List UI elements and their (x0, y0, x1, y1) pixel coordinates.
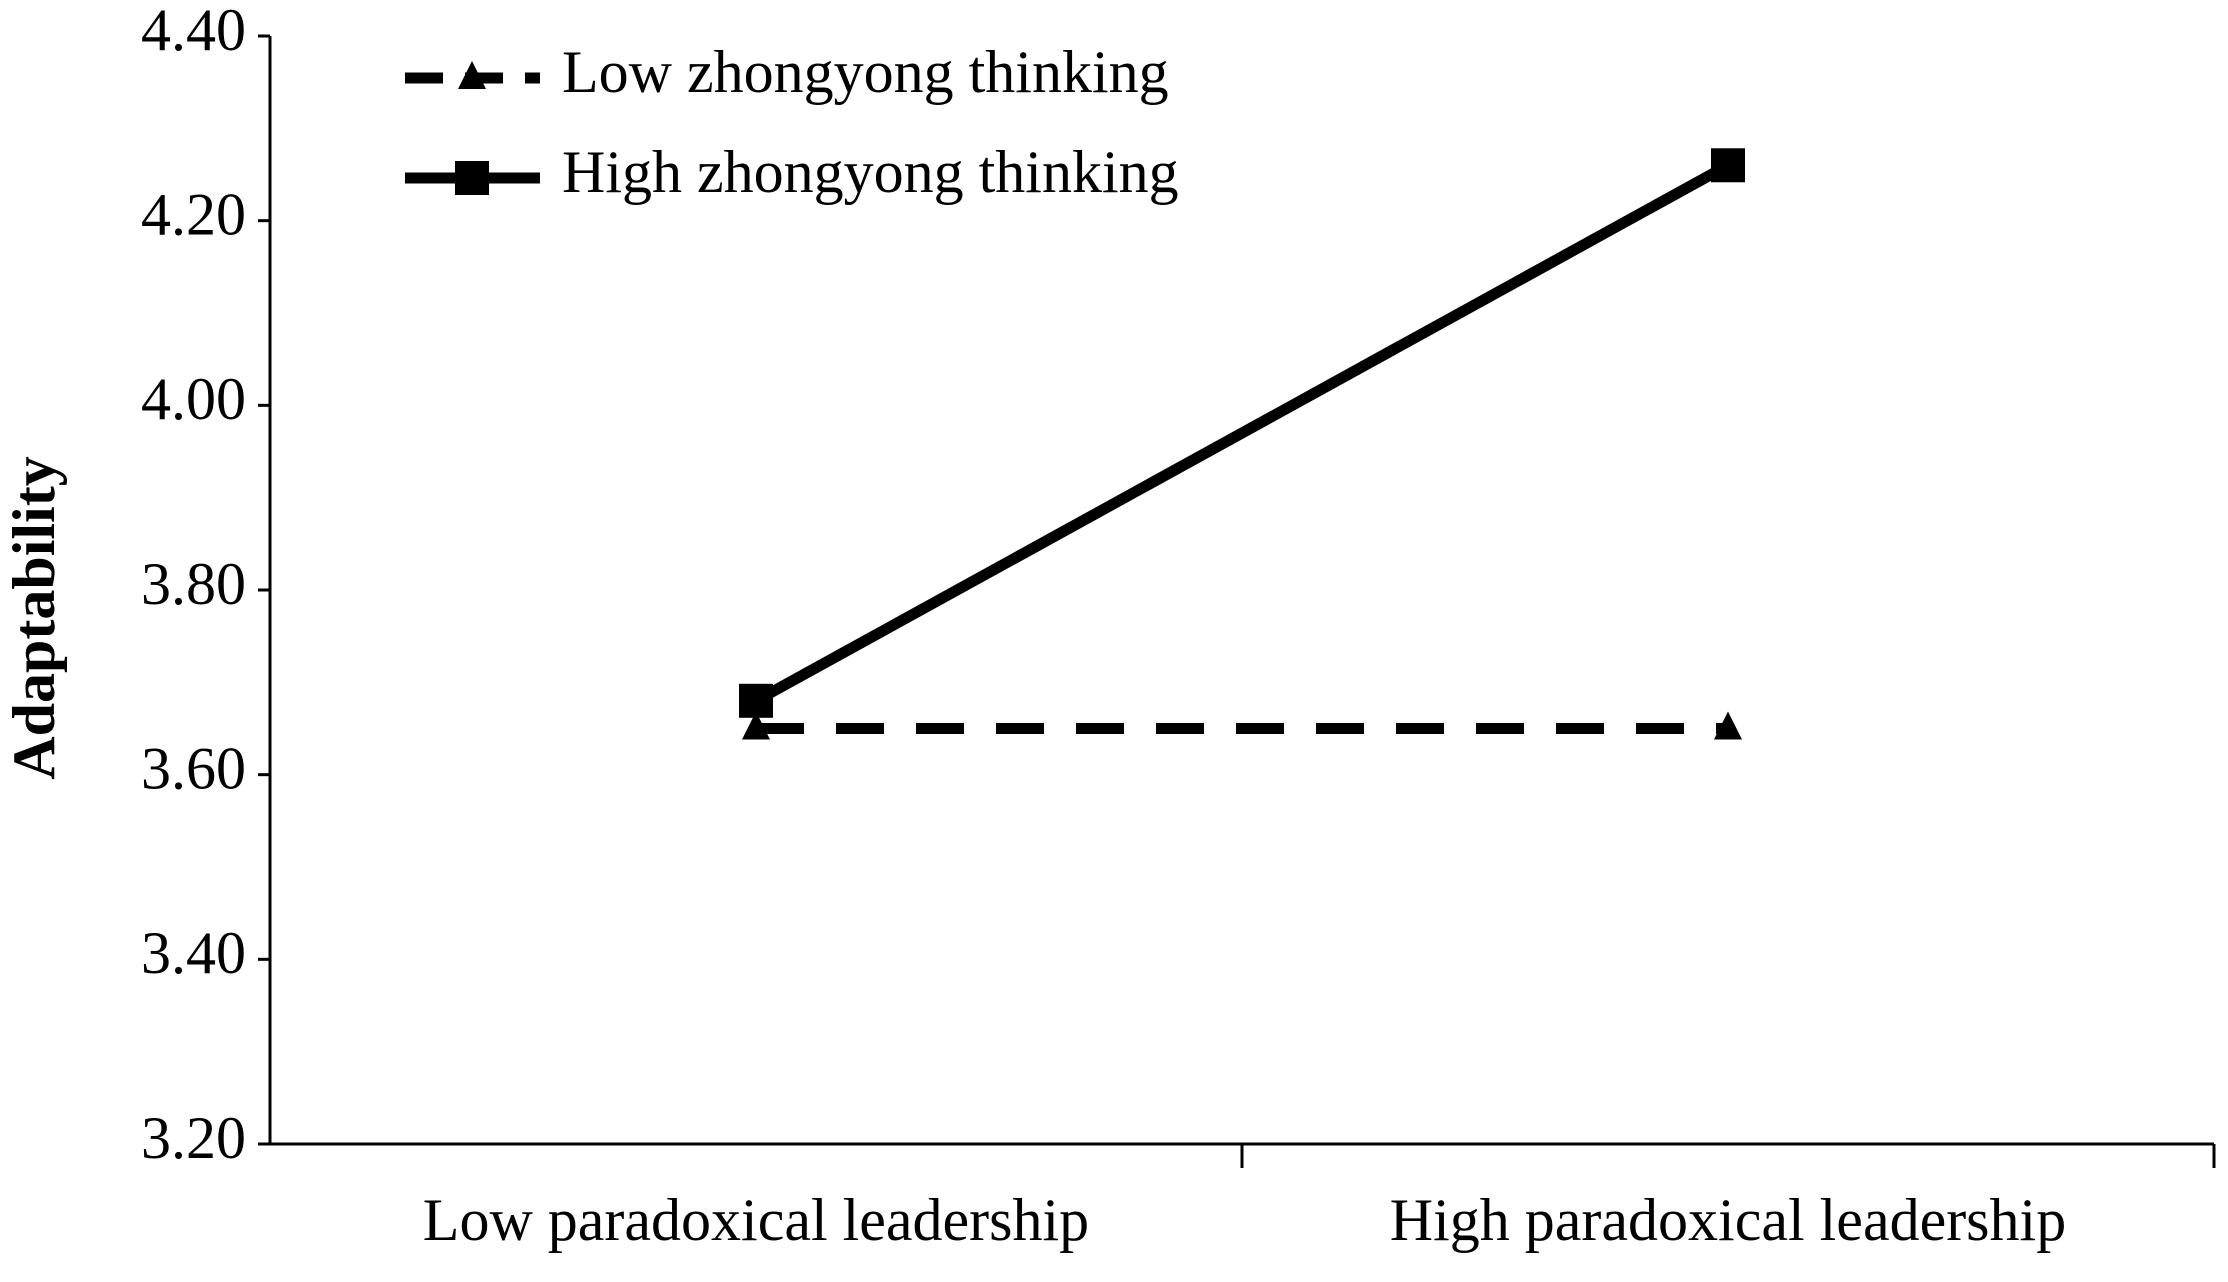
y-tick-label: 3.80 (141, 551, 246, 617)
y-tick-label: 4.00 (141, 366, 246, 432)
y-tick-label: 3.40 (141, 920, 246, 986)
marker (1714, 711, 1742, 740)
y-tick-label: 3.60 (141, 735, 246, 801)
y-tick-label: 4.20 (141, 181, 246, 247)
marker (455, 161, 489, 195)
marker (1711, 148, 1745, 183)
marker (458, 61, 486, 89)
marker (742, 711, 770, 740)
y-tick-label: 3.20 (141, 1105, 246, 1171)
x-tick-label: High paradoxical leadership (1390, 1187, 2066, 1253)
legend-label: Low zhongyong thinking (562, 39, 1169, 105)
marker (739, 683, 773, 718)
y-tick-label: 4.40 (141, 0, 246, 63)
series-line (753, 160, 1731, 706)
y-axis-label: Adaptability (1, 456, 67, 779)
legend-label: High zhongyong thinking (562, 139, 1179, 205)
x-tick-label: Low paradoxical leadership (423, 1187, 1089, 1253)
